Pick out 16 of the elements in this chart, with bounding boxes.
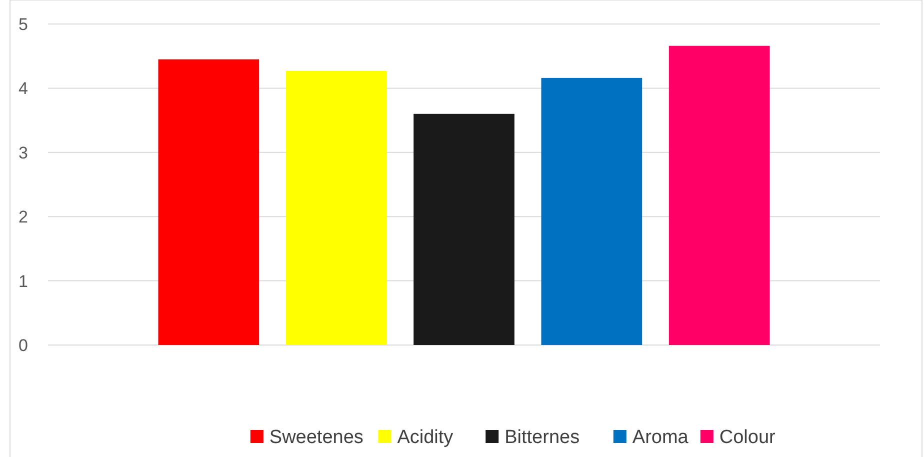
legend-label: Sweetenes xyxy=(269,427,364,448)
bar xyxy=(286,70,387,345)
y-tick-label: 1 xyxy=(18,272,28,291)
y-tick-label: 3 xyxy=(18,143,28,162)
y-tick-label: 2 xyxy=(18,208,28,227)
bar xyxy=(158,59,260,345)
legend-label: Aroma xyxy=(632,427,689,448)
y-tick-label: 4 xyxy=(18,79,28,98)
y-tick-label: 5 xyxy=(18,14,28,34)
bar xyxy=(668,46,770,345)
legend-label: Acidity xyxy=(397,427,454,448)
legend-label: Bitternes xyxy=(504,427,580,448)
bar xyxy=(414,114,514,345)
y-tick-label: 0 xyxy=(18,336,28,355)
legend-label: Colour xyxy=(719,427,776,448)
bar xyxy=(541,78,642,345)
